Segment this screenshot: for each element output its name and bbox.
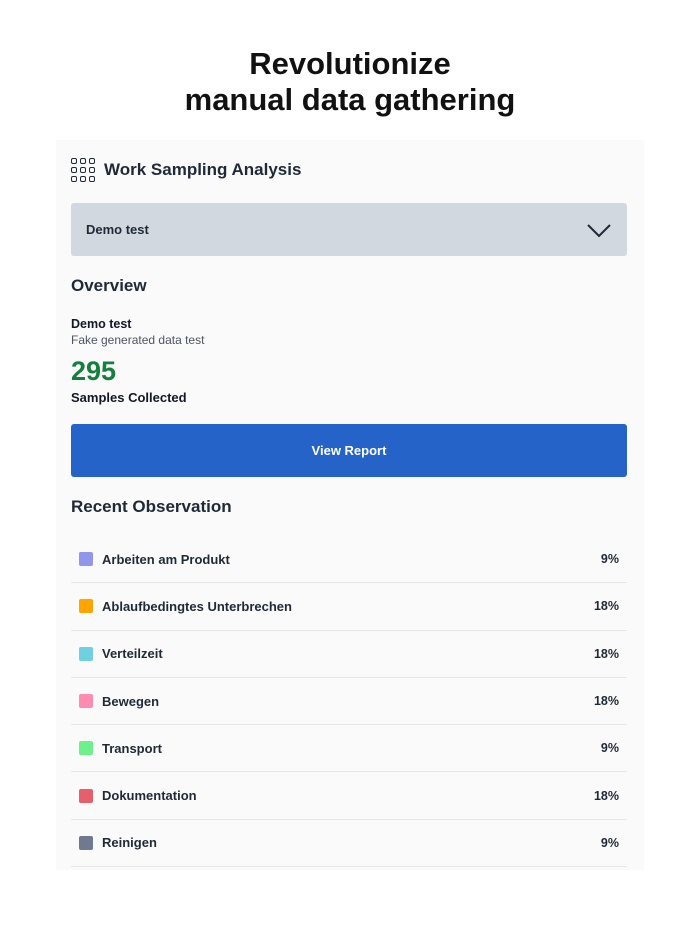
observation-percent: 18% [593, 788, 619, 803]
headline: Revolutionize manual data gathering [0, 46, 700, 118]
observation-label: Transport [102, 740, 162, 756]
observation-row: Transport 9% [71, 725, 627, 773]
study-select[interactable]: Demo test [71, 203, 627, 256]
color-swatch [79, 694, 93, 709]
observation-row: Verteilzeit 18% [71, 631, 627, 678]
chevron-down-icon [587, 223, 611, 237]
color-swatch [79, 599, 93, 614]
color-swatch [79, 788, 93, 803]
color-swatch [79, 646, 93, 661]
grid-icon [71, 158, 95, 182]
headline-line-2: manual data gathering [184, 82, 516, 117]
headline-line-1: Revolutionize [249, 46, 451, 81]
observation-row: Ablaufbedingtes Unterbrechen 18% [71, 583, 627, 631]
overview-study-name: Demo test [71, 317, 132, 331]
observation-percent: 18% [593, 694, 619, 709]
view-report-button[interactable]: View Report [71, 424, 627, 477]
color-swatch [79, 741, 93, 756]
observation-label: Verteilzeit [102, 646, 163, 662]
observation-label: Bewegen [102, 693, 160, 709]
app-card: Work Sampling Analysis Demo test Overvie… [56, 140, 644, 870]
observation-row: Arbeiten am Produkt 9% [71, 536, 627, 584]
observation-row: Dokumentation 18% [71, 772, 627, 820]
samples-count-label: Samples Collected [71, 390, 187, 405]
overview-heading: Overview [71, 276, 147, 295]
color-swatch [79, 552, 93, 567]
observation-row: Reinigen 9% [71, 820, 627, 868]
app-header: Work Sampling Analysis [71, 158, 301, 182]
observation-percent: 18% [593, 646, 619, 661]
observation-percent: 18% [593, 599, 619, 614]
observation-label: Arbeiten am Produkt [102, 551, 230, 567]
study-select-value: Demo test [86, 222, 149, 237]
recent-observation-heading: Recent Observation [71, 497, 232, 516]
observation-percent: 9% [600, 552, 619, 567]
observation-label: Reinigen [102, 835, 157, 851]
observation-label: Ablaufbedingtes Unterbrechen [102, 598, 292, 614]
app-title: Work Sampling Analysis [104, 160, 302, 179]
observation-list: Arbeiten am Produkt 9% Ablaufbedingtes Unt… [71, 536, 627, 868]
color-swatch [79, 835, 93, 850]
observation-row: Bewegen 18% [71, 678, 627, 726]
observation-percent: 9% [600, 835, 619, 850]
overview-study-description: Fake generated data test [71, 333, 205, 347]
samples-count: 295 [71, 356, 117, 386]
observation-percent: 9% [600, 741, 619, 756]
observation-label: Dokumentation [102, 788, 197, 804]
